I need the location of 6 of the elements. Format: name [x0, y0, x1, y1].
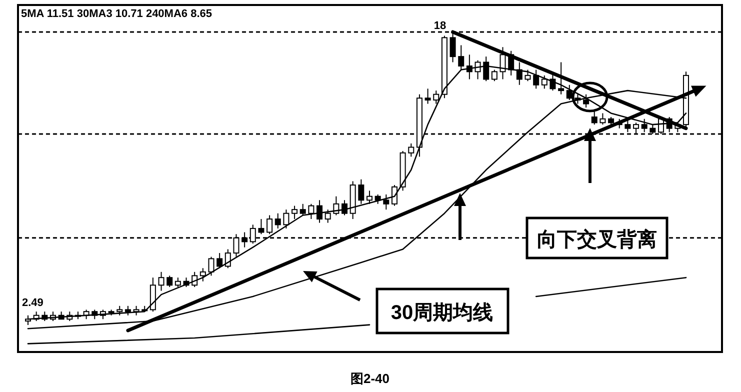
title: 5MA 11.51 30MA3 10.71 240MA6 8.65 [21, 8, 212, 20]
annotation: 图2-40 [350, 371, 390, 386]
annotation: 2.49 [22, 297, 44, 309]
annotation: 向下交叉背离 [537, 229, 657, 251]
annotation: 30周期均线 [390, 302, 494, 324]
annotation: 18 [434, 20, 446, 32]
